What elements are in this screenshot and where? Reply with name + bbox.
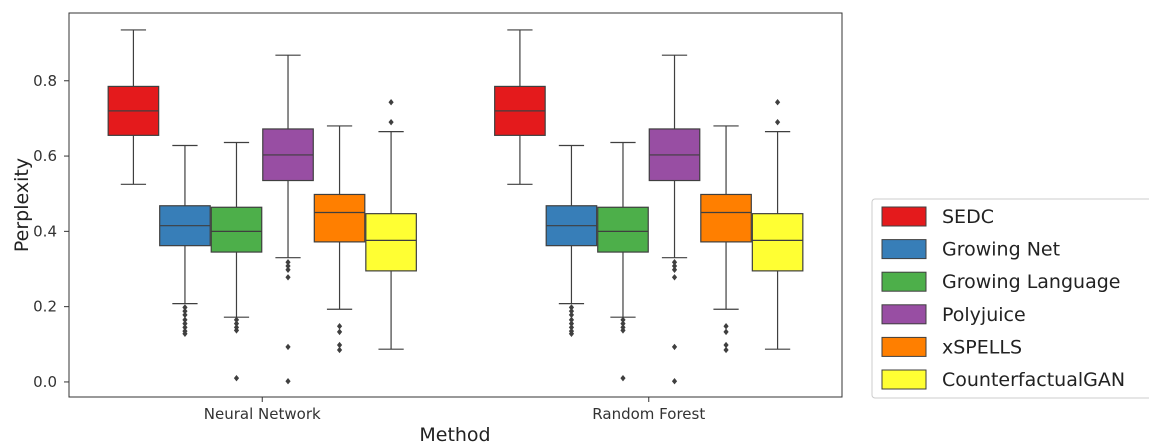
- flier-point: [671, 343, 678, 351]
- flier-point: [620, 320, 626, 327]
- flier-point: [182, 304, 188, 311]
- box-growing-net: [159, 144, 211, 337]
- legend-swatch: [881, 369, 927, 390]
- box-xspells: [313, 125, 366, 354]
- box-iqr: [751, 213, 804, 272]
- legend-label: Growing Language: [942, 271, 1120, 293]
- flier-point: [285, 259, 291, 266]
- flier-point: [723, 328, 729, 336]
- flier-point: [336, 346, 343, 354]
- flier-point: [723, 346, 729, 354]
- flier-point: [671, 259, 678, 266]
- legend-label: xSPELLS: [942, 336, 1022, 358]
- x-tick-label: Random Forest: [592, 405, 705, 423]
- flier-point: [671, 262, 678, 270]
- plot-area: [68, 12, 843, 398]
- flier-point: [620, 316, 626, 324]
- legend-swatch: [881, 239, 927, 260]
- box-iqr: [597, 206, 649, 253]
- legend-swatch: [881, 304, 927, 325]
- flier-point: [285, 343, 291, 351]
- box-polyjuice: [648, 54, 701, 385]
- flier-point: [671, 377, 678, 385]
- flier-point: [233, 316, 240, 324]
- flier-point: [620, 374, 626, 382]
- flier-point: [285, 266, 291, 273]
- flier-point: [182, 311, 188, 319]
- flier-point: [182, 324, 188, 331]
- legend-swatch: [881, 206, 927, 227]
- legend-label: Growing Net: [942, 239, 1060, 261]
- flier-point: [182, 330, 188, 337]
- legend-label: CounterfactualGAN: [942, 369, 1125, 391]
- legend-label: Polyjuice: [942, 304, 1026, 326]
- box-growing-language: [597, 141, 649, 382]
- flier-point: [568, 320, 575, 327]
- legend: SEDC Growing Net Growing Language Polyjuice…: [871, 198, 1149, 399]
- flier-point: [774, 99, 781, 106]
- box-polyjuice: [262, 54, 314, 385]
- box-growing-net: [545, 144, 598, 337]
- box-counterfactualgan: [751, 99, 804, 350]
- flier-point: [336, 341, 343, 349]
- box-group: [107, 29, 804, 385]
- flier-point: [620, 327, 626, 334]
- box-counterfactualgan: [365, 99, 417, 350]
- box-iqr: [210, 206, 263, 253]
- flier-point: [285, 274, 291, 281]
- flier-point: [671, 266, 678, 273]
- box-sedc: [494, 29, 546, 185]
- flier-point: [568, 316, 575, 324]
- flier-point: [233, 327, 240, 334]
- flier-point: [568, 330, 575, 337]
- flier-point: [388, 118, 394, 126]
- flier-point: [774, 118, 781, 126]
- x-axis: Neural Network Random Forest: [204, 397, 705, 423]
- box-xspells: [700, 125, 752, 354]
- box-iqr: [700, 193, 752, 243]
- y-tick-label: 0.0: [33, 373, 57, 391]
- flier-point: [182, 320, 188, 327]
- box-sedc: [107, 29, 160, 185]
- legend-frame: [871, 198, 1149, 399]
- flier-point: [568, 307, 575, 315]
- flier-point: [336, 323, 343, 330]
- flier-point: [568, 311, 575, 319]
- flier-point: [568, 304, 575, 311]
- flier-point: [285, 262, 291, 270]
- flier-point: [233, 374, 240, 382]
- y-tick-label: 0.2: [33, 298, 57, 316]
- flier-point: [233, 320, 240, 327]
- box-iqr: [365, 213, 417, 272]
- flier-point: [336, 328, 343, 336]
- x-axis-title: Method: [419, 424, 490, 443]
- box-iqr: [313, 193, 366, 243]
- flier-point: [182, 316, 188, 324]
- y-tick-label: 0.4: [33, 222, 57, 240]
- flier-point: [388, 99, 394, 106]
- box-growing-language: [210, 141, 263, 382]
- flier-point: [671, 274, 678, 281]
- legend-swatch: [881, 336, 927, 357]
- x-tick-label: Neural Network: [204, 405, 321, 423]
- flier-point: [568, 324, 575, 331]
- y-tick-label: 0.6: [33, 147, 57, 165]
- y-axis: 0.0 0.2 0.4 0.6 0.8: [33, 72, 69, 391]
- flier-point: [723, 323, 729, 330]
- y-axis-title: Perplexity: [11, 158, 33, 252]
- flier-point: [182, 307, 188, 315]
- flier-point: [285, 377, 291, 385]
- flier-point: [723, 341, 729, 349]
- legend-swatch: [881, 271, 927, 292]
- y-tick-label: 0.8: [33, 72, 57, 90]
- legend-label: SEDC: [942, 206, 994, 228]
